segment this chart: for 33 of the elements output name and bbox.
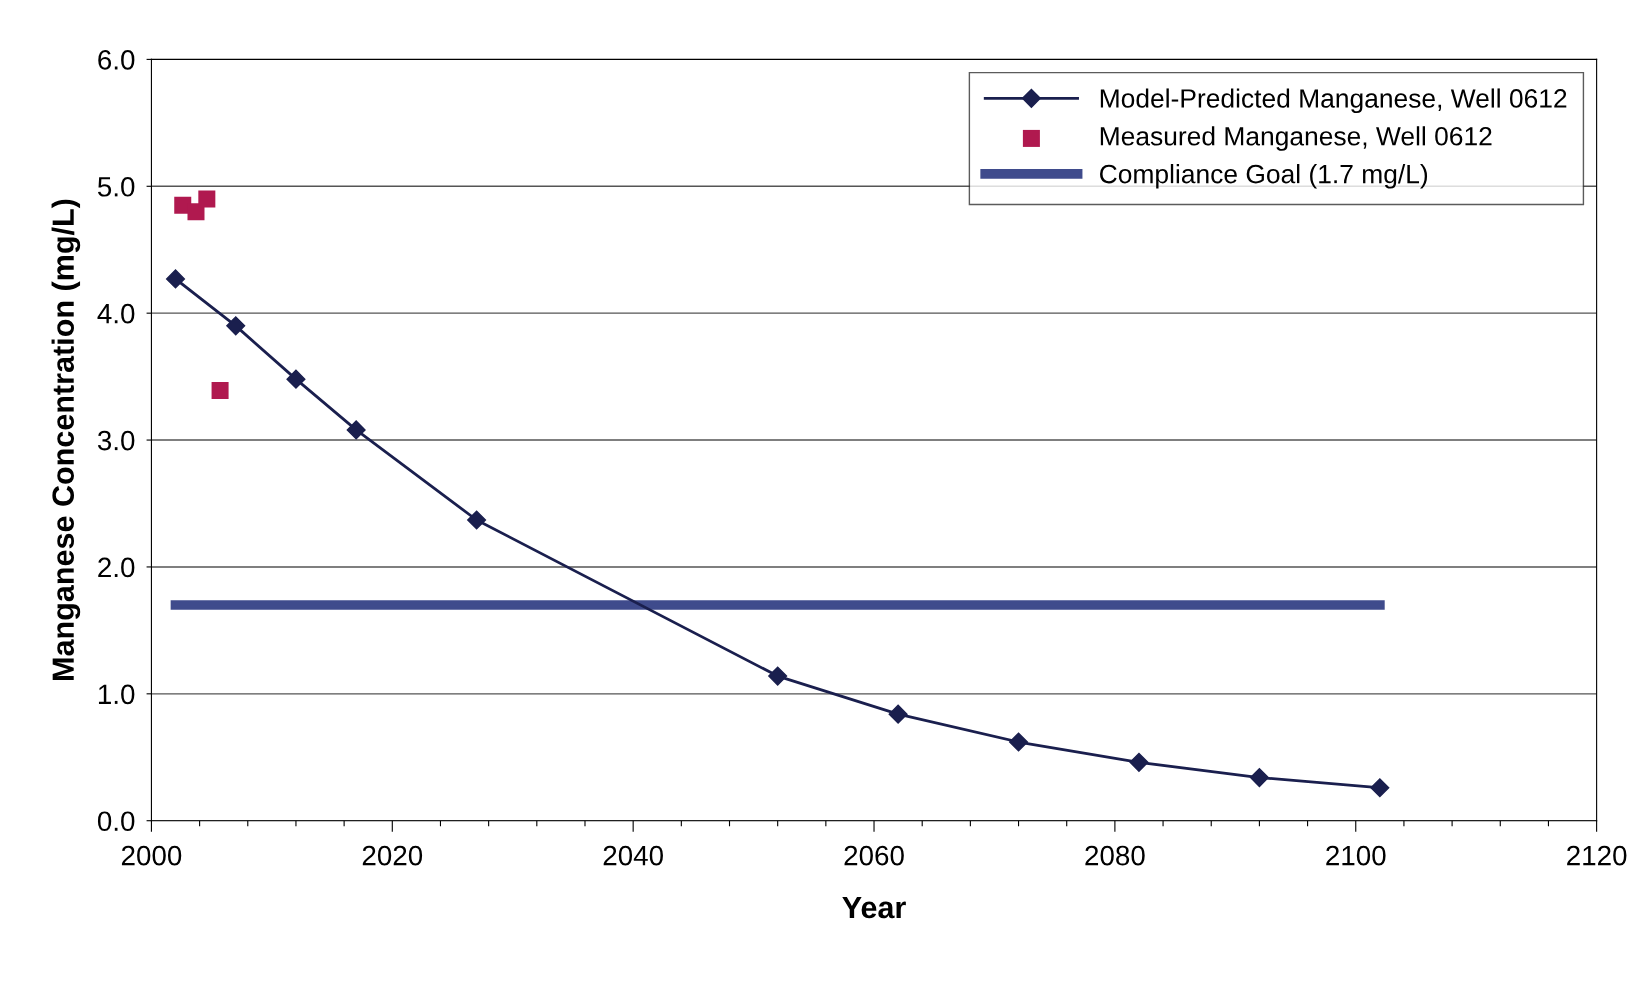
point bbox=[198, 190, 216, 208]
y-tick-label: 6.0 bbox=[98, 50, 135, 70]
point bbox=[1370, 778, 1390, 798]
y-tick-label: 3.0 bbox=[97, 430, 135, 451]
point bbox=[1249, 768, 1269, 788]
point bbox=[286, 369, 306, 389]
x-tick-label: 2000 bbox=[121, 845, 182, 866]
x-tick-label: 2120 bbox=[1567, 845, 1627, 866]
x-axis-title: Year bbox=[842, 897, 906, 919]
point bbox=[467, 510, 487, 530]
legend-label: Compliance Goal (1.7 mg/L) bbox=[1100, 164, 1428, 189]
x-tick-label: 2080 bbox=[1085, 845, 1145, 866]
y-tick-label: 5.0 bbox=[97, 176, 135, 197]
y-tick-label: 4.0 bbox=[97, 303, 135, 324]
y-axis-title: Manganese Concentration (mg/L) bbox=[51, 199, 81, 680]
y-tick-label: 0.0 bbox=[97, 811, 135, 832]
y-tick-label: 2.0 bbox=[98, 557, 135, 578]
x-tick-label: 2060 bbox=[844, 845, 904, 866]
x-tick-label: 2040 bbox=[603, 845, 663, 866]
point bbox=[888, 704, 908, 724]
x-tick-label: 2020 bbox=[362, 845, 423, 866]
y-tick-label: 1.0 bbox=[98, 684, 135, 705]
x-tick-label: 2100 bbox=[1326, 845, 1386, 866]
point bbox=[165, 269, 186, 289]
legend-label: Measured Manganese, Well 0612 bbox=[1100, 126, 1492, 151]
point bbox=[226, 316, 246, 336]
point bbox=[1009, 732, 1029, 752]
point bbox=[768, 666, 788, 686]
point bbox=[1129, 752, 1149, 772]
point bbox=[346, 420, 366, 440]
point bbox=[187, 203, 205, 221]
legend-label: Model-Predicted Manganese, Well 0612 bbox=[1100, 88, 1567, 114]
point bbox=[211, 382, 229, 400]
